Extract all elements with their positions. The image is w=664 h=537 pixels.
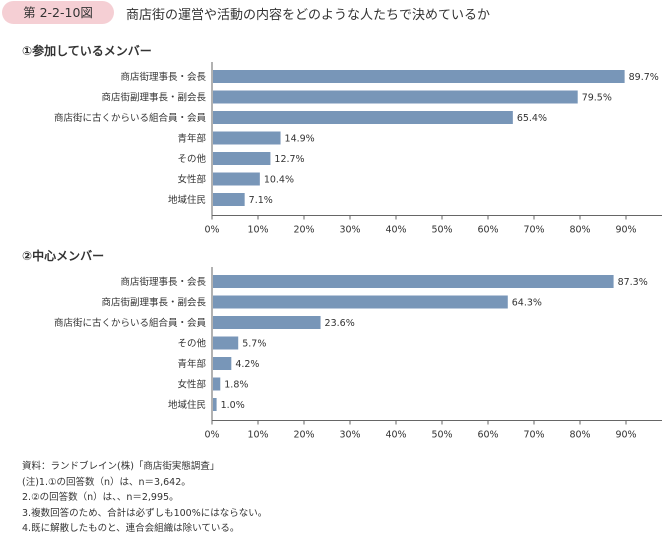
x-tick-label: 0% (204, 430, 219, 440)
x-tick-label: 60% (477, 430, 498, 440)
category-label: 女性部 (177, 174, 206, 186)
value-label: 10.4% (264, 175, 294, 186)
category-label: その他 (177, 153, 206, 165)
chart1-title: ①参加しているメンバー (22, 44, 152, 58)
notes: 資料：ランドブレイン(株)「商店街実態調査」 (注)1.①の回答数（n）は、n＝… (22, 459, 267, 537)
figure-header: 第 2-2-10図 商店街の運営や活動の内容をどのような人たちで決めているか (0, 0, 664, 26)
value-label: 87.3% (618, 277, 648, 288)
value-label: 89.7% (629, 72, 659, 83)
category-label: 青年部 (177, 358, 206, 370)
bar (213, 193, 245, 206)
x-tick-label: 90% (615, 430, 636, 440)
x-tick-label: 80% (569, 225, 590, 235)
x-tick-label: 70% (523, 225, 544, 235)
category-label: 商店街理事長・会長 (120, 276, 206, 288)
note-4: 4.既に解散したものと、連合会組織は除いている。 (22, 523, 240, 534)
bar (213, 152, 271, 165)
category-label: 地域住民 (168, 194, 206, 206)
figure-title: 商店街の運営や活動の内容をどのような人たちで決めているか (126, 8, 491, 23)
value-label: 1.0% (221, 400, 245, 411)
bar (213, 172, 260, 186)
category-label: 商店街に古くからいる組合員・会員 (54, 112, 207, 124)
bar (213, 316, 321, 329)
value-label: 14.9% (285, 134, 315, 145)
category-label: 商店街副理事長・副会長 (101, 92, 206, 104)
value-label: 65.4% (517, 113, 547, 124)
x-tick-label: 70% (523, 430, 544, 440)
bar (213, 275, 614, 288)
category-label: その他 (177, 338, 206, 350)
x-tick-label: 30% (339, 225, 360, 235)
x-tick-label: 0% (204, 225, 219, 235)
x-tick-label: 10% (247, 430, 268, 440)
bar (213, 90, 578, 104)
x-tick-label: 90% (615, 225, 636, 235)
note-1: (注)1.①の回答数（n）は、n＝3,642。 (22, 476, 191, 488)
value-label: 23.6% (325, 318, 355, 329)
bar (213, 377, 221, 391)
chart1-participating-members: 0% 10% 20% 30% 40% 50% 60% 70% 80% 90% 商店街理事長・会長 89… (54, 62, 662, 235)
x-tick-label: 40% (385, 430, 406, 440)
bar (213, 295, 508, 309)
figure-number-badge: 第 2-2-10図 (2, 1, 114, 24)
chart2-title: ②中心メンバー (22, 249, 105, 263)
x-tick-label: 80% (569, 430, 590, 440)
value-label: 1.8% (224, 380, 248, 391)
x-tick-label: 50% (431, 225, 452, 235)
x-tick-label: 40% (385, 225, 406, 235)
category-label: 地域住民 (168, 399, 206, 411)
note-2: 2.②の回答数（n）は、、n＝2,995。 (22, 492, 179, 503)
note-source: 資料：ランドブレイン(株)「商店街実態調査」 (22, 461, 220, 472)
note-3: 3.複数回答のため、合計は必ずしも100%にはならない。 (22, 507, 268, 519)
x-tick-label: 60% (477, 225, 498, 235)
x-tick-label: 20% (293, 225, 314, 235)
value-label: 64.3% (512, 298, 542, 309)
value-label: 12.7% (274, 154, 304, 165)
value-label: 5.7% (242, 339, 266, 350)
x-tick-label: 30% (339, 430, 360, 440)
value-label: 79.5% (582, 93, 612, 104)
x-tick-label: 10% (247, 225, 268, 235)
bar (213, 70, 625, 83)
x-tick-label: 20% (293, 430, 314, 440)
chart2-core-members: 0% 10% 20% 30% 40% 50% 60% 70% 80% 90% 商店街理事長・会長 87… (54, 267, 662, 440)
category-label: 商店街理事長・会長 (120, 71, 206, 83)
category-label: 商店街副理事長・副会長 (101, 297, 206, 309)
bar (213, 131, 281, 145)
value-label: 4.2% (235, 359, 259, 370)
bar (213, 336, 239, 350)
bar (213, 111, 513, 124)
category-label: 青年部 (177, 133, 206, 145)
category-label: 商店街に古くからいる組合員・会員 (54, 317, 207, 329)
category-label: 女性部 (177, 379, 206, 391)
x-tick-label: 50% (431, 430, 452, 440)
value-label: 7.1% (249, 195, 273, 206)
bar (213, 357, 232, 370)
bar (213, 398, 217, 411)
